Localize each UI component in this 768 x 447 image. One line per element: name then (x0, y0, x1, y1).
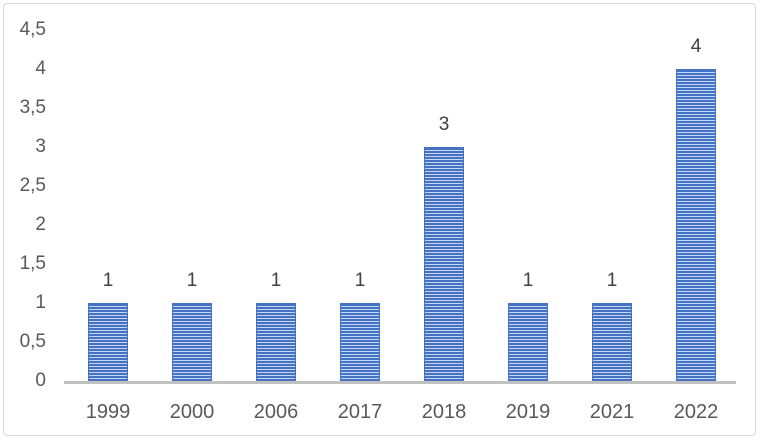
bar-data-label: 1 (186, 270, 198, 291)
x-axis-tick-label: 1999 (85, 401, 131, 423)
bar-data-label: 1 (102, 270, 114, 291)
x-axis-tick-label: 2000 (169, 401, 215, 423)
y-axis-tick-label: 1,5 (19, 253, 46, 274)
x-axis-line (64, 381, 736, 384)
x-axis-tick-label: 2021 (589, 401, 635, 423)
bar-2006 (256, 303, 296, 381)
y-axis-tick-label: 3,5 (19, 97, 46, 118)
bar-data-label: 1 (606, 270, 618, 291)
y-axis-tick-label: 4,5 (19, 19, 46, 40)
bar-data-label: 1 (522, 270, 534, 291)
x-axis-tick-label: 2022 (673, 401, 719, 423)
bar-data-label: 1 (270, 270, 282, 291)
bar-data-label: 4 (690, 36, 702, 57)
bar-2017 (340, 303, 380, 381)
y-axis-tick-label: 2 (35, 214, 46, 235)
x-axis-tick-label: 2017 (337, 401, 383, 423)
x-axis-tick-label: 2006 (253, 401, 299, 423)
bar-2018 (424, 147, 464, 381)
bar-2000 (172, 303, 212, 381)
bar-2021 (592, 303, 632, 381)
bar-2022 (676, 69, 716, 381)
bar-data-label: 3 (438, 114, 450, 135)
bar-1999 (88, 303, 128, 381)
y-axis-tick-label: 4 (35, 58, 46, 79)
y-axis-tick-label: 1 (35, 292, 46, 313)
bar-data-label: 1 (354, 270, 366, 291)
x-axis-tick-label: 2018 (421, 401, 467, 423)
y-axis-tick-label: 3 (35, 136, 46, 157)
x-axis-tick-label: 2019 (505, 401, 551, 423)
bar-2019 (508, 303, 548, 381)
y-axis-tick-label: 0,5 (19, 331, 46, 352)
y-axis-tick-label: 0 (35, 370, 46, 391)
y-axis-tick-label: 2,5 (19, 175, 46, 196)
